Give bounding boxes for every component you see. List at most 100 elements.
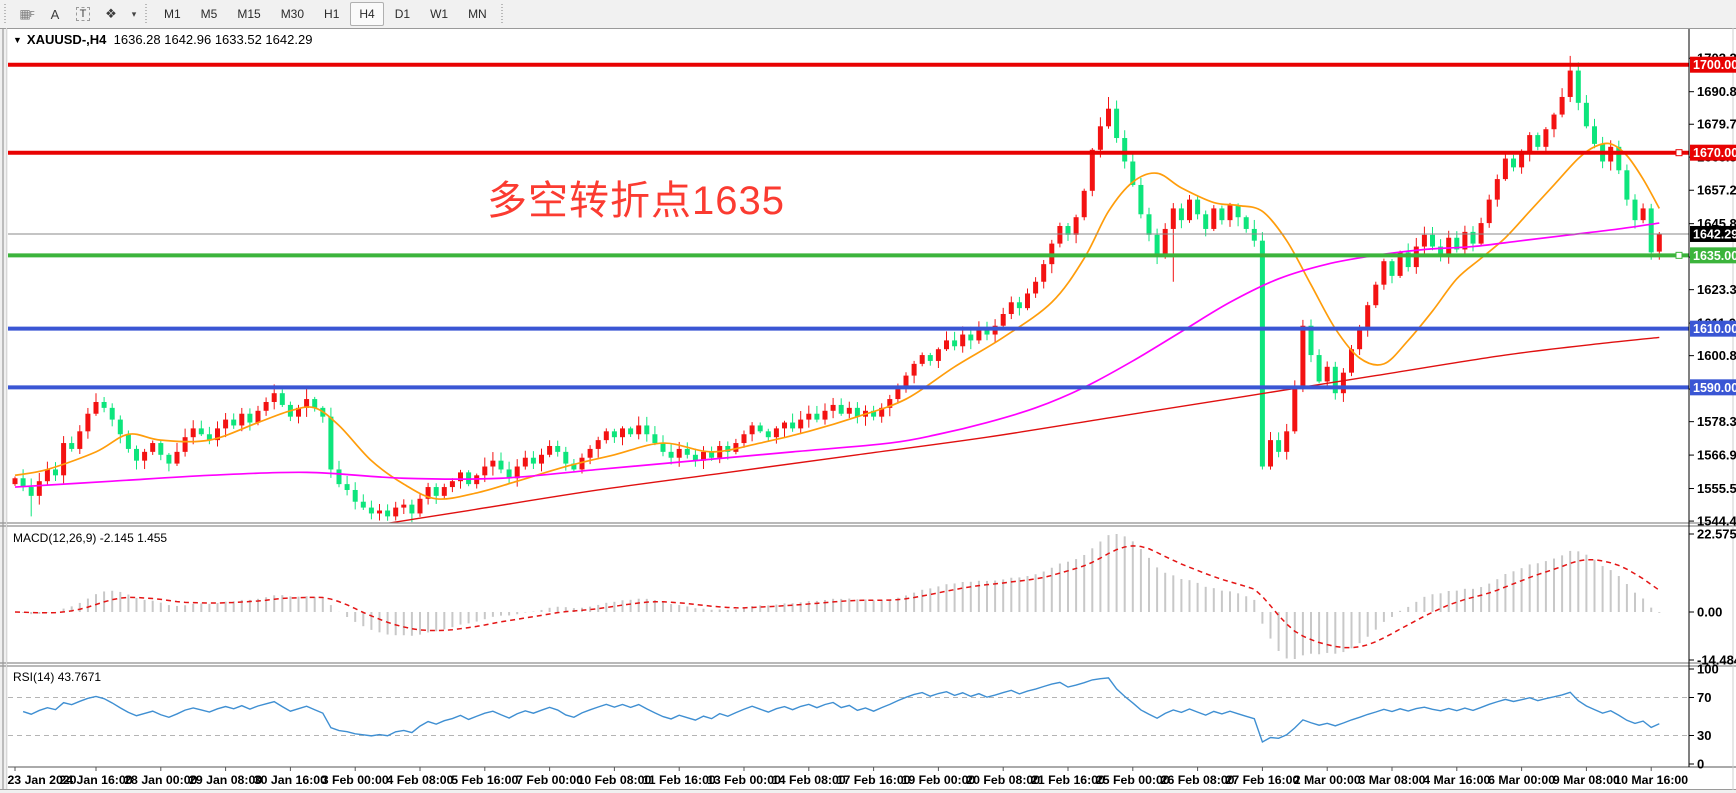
time-tick: 13 Feb 00:00 [707, 773, 781, 787]
macd-signal-line [14, 545, 1660, 649]
time-tick: 7 Feb 00:00 [516, 773, 583, 787]
time-tick: 6 Mar 00:00 [1488, 773, 1555, 787]
macd-tick: 0.00 [1697, 605, 1722, 620]
rsi-tick: 100 [1697, 662, 1719, 677]
pivot-1635-handle [1675, 251, 1683, 259]
support-1610-badge: 1610.00 [1690, 320, 1736, 337]
pivot-1635-badge: 1635.00 [1690, 247, 1736, 264]
timeframe-W1[interactable]: W1 [430, 7, 449, 21]
time-tick: 4 Mar 16:00 [1423, 773, 1490, 787]
rsi-tick: 70 [1697, 690, 1711, 705]
indicator-axes: 22.575 0.00 -14.484100 70 30 0 [1689, 527, 1736, 772]
svg-text:1700.00: 1700.00 [1693, 58, 1736, 72]
rsi-tick: 0 [1697, 757, 1704, 772]
time-tick: 3 Feb 00:00 [322, 773, 389, 787]
time-tick: 23 Jan 2020 [7, 773, 76, 787]
time-tick: 4 Feb 08:00 [387, 773, 454, 787]
price-tick: 1623.30 [1697, 282, 1736, 297]
toolbar-drag-handle[interactable] [4, 4, 9, 24]
macd-label: MACD(12,26,9) -2.145 1.455 [13, 531, 167, 545]
price-tick: 1657.20 [1697, 183, 1736, 198]
time-tick: 3 Mar 08:00 [1359, 773, 1426, 787]
time-axis-strip [8, 767, 1736, 789]
svg-text:1642.29: 1642.29 [1693, 227, 1736, 241]
current-price-line-badge: 1642.29 [1690, 225, 1736, 242]
price-tick: 1578.30 [1697, 414, 1736, 429]
dropdown-caret-icon[interactable]: ▾ [131, 8, 137, 19]
time-tick: 5 Feb 16:00 [451, 773, 518, 787]
timeframe-M30[interactable]: M30 [280, 7, 305, 21]
timeframe-M1[interactable]: M1 [164, 7, 181, 21]
grid-icon[interactable]: ▦ F [19, 7, 35, 21]
timeframe-H1[interactable]: H1 [324, 7, 340, 21]
symbol-label: XAUUSD-,H4 [26, 32, 107, 47]
time-tick: 11 Feb 16:00 [643, 773, 716, 787]
candles [12, 55, 1662, 523]
toolbar-drag-handle[interactable] [500, 4, 506, 24]
text-annotation: 多空转折点1635 [487, 179, 785, 223]
price-axis: 1702.201690.801679.701668.501657.201645.… [1689, 51, 1736, 529]
plot-background [8, 28, 1736, 767]
time-tick: 27 Feb 16:00 [1225, 773, 1299, 787]
ma-slow-red [385, 336, 1660, 523]
rsi-title: RSI(14) [13, 670, 55, 684]
time-tick: 30 Jan 16:00 [254, 773, 327, 787]
chart-canvas[interactable]: 1702.201690.801679.701668.501657.201645.… [0, 28, 1736, 793]
timeframe-MN[interactable]: MN [468, 7, 487, 21]
macd-tick: -14.484 [1697, 653, 1736, 668]
price-tick: 1555.50 [1697, 481, 1736, 496]
timeframe-M15[interactable]: M15 [237, 7, 261, 21]
ma-fast-orange [14, 142, 1661, 500]
rsi-current-value: 43.7671 [57, 670, 102, 684]
chart-title: ▼ XAUUSD-,H4 1636.28 1642.96 1633.52 1642… [13, 32, 312, 47]
support-1590-badge: 1590.00 [1690, 379, 1736, 396]
svg-text:1670.00: 1670.00 [1693, 146, 1736, 160]
time-tick: 25 Feb 00:00 [1096, 773, 1170, 787]
rsi-tick: 30 [1697, 728, 1711, 743]
toolbar-drag-handle[interactable] [145, 4, 150, 24]
timeframe-D1[interactable]: D1 [394, 7, 411, 21]
time-tick: 19 Feb 00:00 [901, 773, 975, 787]
macd-tick: 22.575 [1697, 527, 1736, 542]
price-tick: 1566.90 [1697, 448, 1736, 463]
chart-window: 1702.201690.801679.701668.501657.201645.… [0, 28, 1736, 793]
symbol-caret-icon: ▼ [13, 35, 22, 45]
time-tick: 29 Jan 08:00 [189, 773, 262, 787]
drawing-toolbar: ▦ F A T ❖ ▾ [13, 2, 141, 26]
rsi-label: RSI(14) 43.7671 [13, 670, 101, 684]
resistance-1700-badge: 1700.00 [1690, 56, 1736, 73]
svg-text:1590.00: 1590.00 [1693, 381, 1736, 395]
resistance-1670-handle [1675, 149, 1683, 157]
price-tick: 1690.80 [1697, 84, 1736, 99]
price-lines [8, 62, 1689, 390]
macd-title: MACD(12,26,9) [13, 531, 97, 545]
text-label-icon[interactable]: T [70, 2, 96, 26]
time-tick: 26 Feb 08:00 [1161, 773, 1235, 787]
time-tick: 28 Jan 00:00 [124, 773, 197, 787]
rsi-pane [8, 677, 1689, 743]
price-tick: 1544.40 [1697, 514, 1736, 529]
ohlc-values: 1636.28 1642.96 1633.52 1642.29 [113, 32, 313, 47]
text-a-icon[interactable]: A [50, 6, 60, 22]
window-frame [0, 28, 1736, 790]
svg-text:1610.00: 1610.00 [1693, 322, 1736, 336]
toolbar: ▦ F A T ❖ ▾ M1 M5 M15 M30 H1 H4 D1 W1 MN [0, 0, 1736, 29]
price-tick: 1600.80 [1697, 348, 1736, 363]
time-tick: 21 Feb 16:00 [1031, 773, 1105, 787]
time-tick: 10 Mar 16:00 [1614, 773, 1688, 787]
rsi-line [22, 677, 1660, 743]
timeframe-M5[interactable]: M5 [200, 7, 218, 21]
time-tick: 2 Mar 00:00 [1294, 773, 1361, 787]
resistance-1670-badge: 1670.00 [1690, 144, 1736, 161]
svg-text:1635.00: 1635.00 [1693, 249, 1736, 263]
macd-pane [14, 534, 1661, 659]
time-tick: 17 Feb 16:00 [837, 773, 911, 787]
ma-medium-magenta [14, 222, 1660, 488]
timeframe-H4[interactable]: H4 [350, 2, 384, 26]
time-tick: 14 Feb 08:00 [772, 773, 846, 787]
arrows-tool-icon[interactable]: ❖ [105, 6, 117, 21]
time-tick: 24 Jan 16:00 [59, 773, 132, 787]
time-tick: 9 Mar 08:00 [1553, 773, 1620, 787]
time-tick: 20 Feb 08:00 [966, 773, 1040, 787]
